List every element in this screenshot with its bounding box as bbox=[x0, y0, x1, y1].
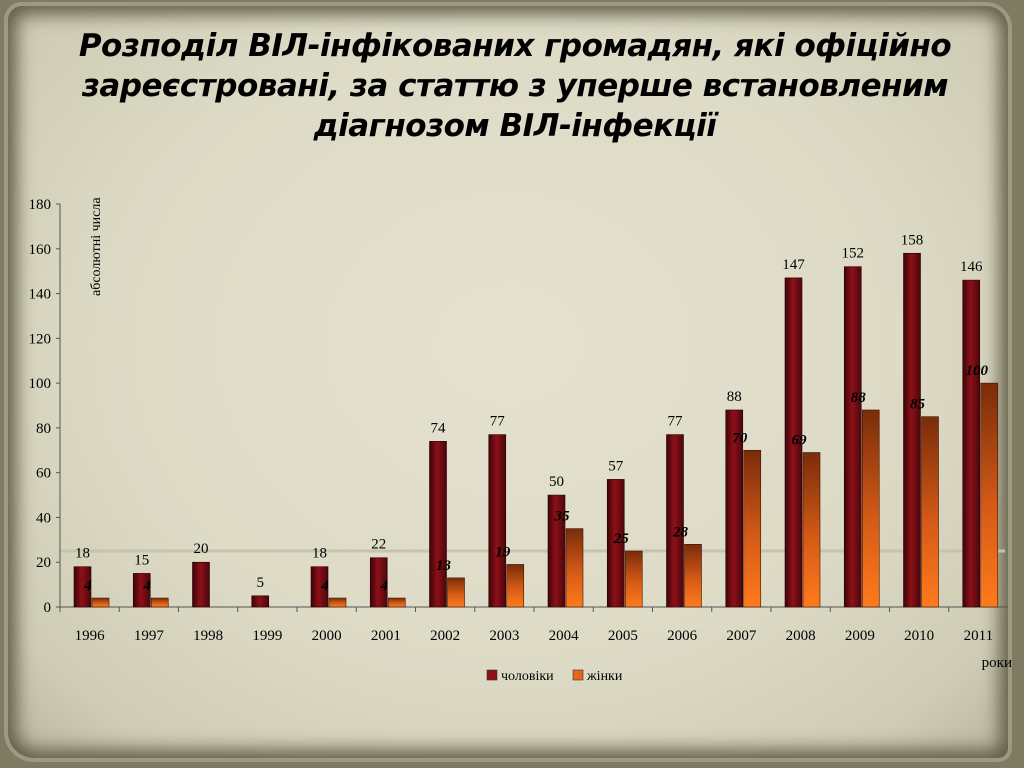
chart-bars bbox=[73, 252, 999, 608]
data-label-women: 85 bbox=[910, 397, 926, 413]
x-tick-label: 2007 bbox=[726, 628, 757, 644]
bar-women bbox=[91, 597, 110, 608]
data-label-men: 77 bbox=[490, 414, 506, 430]
bar-men bbox=[606, 479, 625, 608]
bar-women bbox=[447, 577, 465, 608]
data-label-women: 4 bbox=[380, 578, 389, 594]
bar-men bbox=[725, 409, 744, 608]
legend-swatch-men bbox=[486, 669, 498, 681]
x-tick-label: 2005 bbox=[608, 628, 638, 644]
bar-women bbox=[328, 597, 347, 608]
bar-men bbox=[73, 566, 92, 608]
data-label-men: 5 bbox=[257, 575, 265, 591]
bar-men bbox=[784, 277, 803, 608]
data-label-men: 152 bbox=[842, 246, 865, 262]
bar-men bbox=[903, 252, 921, 608]
data-label-women: 4 bbox=[83, 578, 92, 594]
bar-men bbox=[488, 434, 507, 608]
bar-women bbox=[506, 564, 525, 608]
y-tick-label: 20 bbox=[36, 555, 51, 571]
data-label-men: 147 bbox=[782, 257, 805, 273]
bar-women bbox=[565, 528, 584, 608]
bar-women bbox=[861, 409, 880, 608]
y-tick-label: 40 bbox=[36, 510, 51, 526]
bar-women bbox=[387, 597, 406, 608]
bar-men bbox=[666, 434, 684, 608]
data-label-men: 158 bbox=[901, 232, 924, 248]
data-label-men: 22 bbox=[371, 537, 386, 553]
y-tick-label: 80 bbox=[36, 421, 51, 437]
data-label-women: 4 bbox=[143, 578, 152, 594]
x-tick-label: 1998 bbox=[193, 628, 223, 644]
y-axis-label: абсолютні числа bbox=[89, 197, 104, 296]
bar-men bbox=[251, 595, 270, 608]
data-label-men: 50 bbox=[549, 474, 564, 490]
y-tick-label: 120 bbox=[29, 331, 52, 347]
bar-men bbox=[547, 494, 566, 608]
data-label-men: 146 bbox=[960, 259, 983, 275]
chart-labels: 18 4 15 4 20 5 18 4 22 4 74 13 77 19 50 35 57 25 77 28 88 70 1… bbox=[75, 232, 989, 594]
data-label-women: 88 bbox=[851, 390, 867, 406]
legend-label-women: жінки bbox=[586, 669, 623, 684]
x-tick-label: 2008 bbox=[786, 628, 816, 644]
x-tick-label: 2006 bbox=[667, 628, 698, 644]
x-tick-label: 2009 bbox=[845, 628, 875, 644]
data-label-men: 57 bbox=[608, 458, 624, 474]
y-tick-label: 100 bbox=[29, 376, 52, 392]
y-tick-label: 140 bbox=[29, 287, 52, 303]
bar-women bbox=[921, 416, 939, 608]
data-label-women: 25 bbox=[613, 531, 630, 547]
bar-men bbox=[429, 441, 447, 608]
bar-men bbox=[132, 573, 151, 608]
bar-women bbox=[624, 550, 643, 608]
x-axis-label: роки bbox=[982, 655, 1012, 671]
bar-men bbox=[192, 561, 210, 608]
x-tick-label: 1999 bbox=[252, 628, 282, 644]
data-label-men: 15 bbox=[134, 552, 149, 568]
slide-background bbox=[8, 6, 1008, 758]
data-label-men: 18 bbox=[75, 546, 90, 562]
bar-women bbox=[743, 449, 762, 608]
bar-women bbox=[684, 544, 702, 608]
data-label-women: 28 bbox=[672, 524, 689, 540]
x-tick-label: 2011 bbox=[964, 628, 993, 644]
x-tick-label: 1997 bbox=[134, 628, 165, 644]
y-tick-label: 160 bbox=[29, 242, 52, 258]
legend-label-men: чоловіки bbox=[501, 669, 554, 684]
x-tick-label: 2002 bbox=[430, 628, 460, 644]
legend-swatch-women bbox=[572, 669, 584, 681]
data-label-women: 13 bbox=[436, 558, 452, 574]
y-tick-label: 0 bbox=[44, 600, 52, 616]
data-label-women: 69 bbox=[792, 433, 808, 449]
y-tick-label: 60 bbox=[36, 466, 51, 482]
x-tick-label: 1996 bbox=[75, 628, 106, 644]
bar-men bbox=[962, 279, 981, 608]
bar-women bbox=[150, 597, 169, 608]
x-tick-label: 2010 bbox=[904, 628, 934, 644]
bar-men bbox=[369, 557, 388, 608]
data-label-men: 18 bbox=[312, 546, 327, 562]
data-label-men: 77 bbox=[668, 414, 684, 430]
x-tick-label: 2003 bbox=[489, 628, 519, 644]
chart-legend: чоловіки жінки bbox=[486, 669, 623, 684]
data-label-men: 74 bbox=[431, 420, 447, 436]
chart-title: Розподіл ВІЛ-інфікованих громадян, які о… bbox=[78, 28, 952, 144]
bar-men bbox=[843, 266, 862, 608]
x-tick-label: 2004 bbox=[549, 628, 580, 644]
data-label-women: 100 bbox=[966, 363, 989, 379]
data-label-men: 20 bbox=[194, 541, 209, 557]
bar-men bbox=[310, 566, 329, 608]
data-label-women: 70 bbox=[732, 430, 748, 446]
data-label-women: 19 bbox=[495, 544, 511, 560]
y-tick-label: 180 bbox=[29, 197, 52, 213]
x-tick-label: 2001 bbox=[371, 628, 401, 644]
data-label-women: 4 bbox=[320, 578, 329, 594]
bar-women bbox=[802, 452, 821, 608]
data-label-women: 35 bbox=[554, 509, 571, 525]
data-label-men: 88 bbox=[727, 389, 742, 405]
x-tick-label: 2000 bbox=[312, 628, 342, 644]
bar-women bbox=[980, 382, 999, 608]
